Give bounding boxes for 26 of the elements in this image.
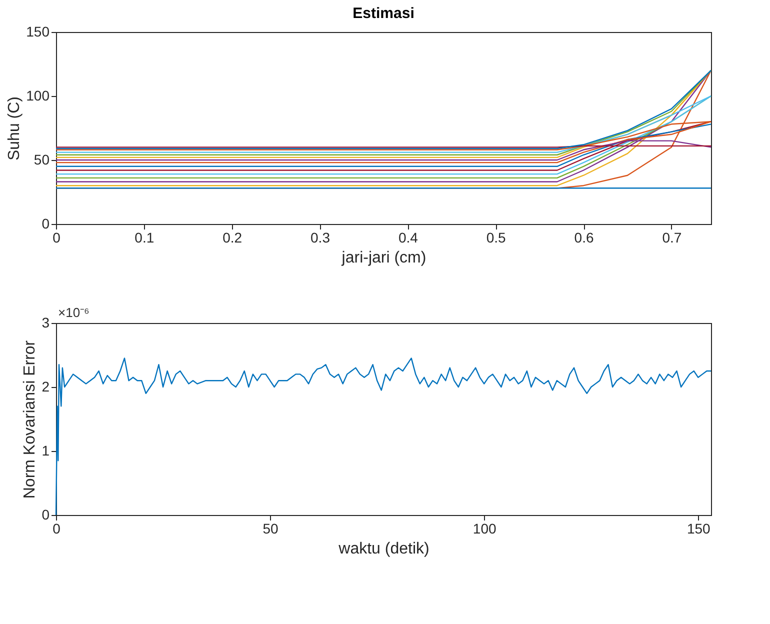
x-axis-title: jari-jari (cm) bbox=[340, 250, 426, 266]
x-tick-label: 0.2 bbox=[222, 230, 242, 246]
y-tick-label: 0 bbox=[42, 506, 50, 522]
x-tick-label: 100 bbox=[472, 520, 496, 536]
y-tick-label: 2 bbox=[42, 378, 50, 394]
chart-title: Estimasi bbox=[352, 5, 414, 22]
y-axis-title: Suhu (C) bbox=[6, 96, 24, 161]
x-tick-label: 0.7 bbox=[662, 230, 682, 246]
x-tick-label: 0.3 bbox=[310, 230, 330, 246]
x-tick-label: 0.5 bbox=[486, 230, 506, 246]
text: ×10⁻⁶ bbox=[58, 305, 90, 320]
x-tick-label: 0.4 bbox=[398, 230, 418, 246]
x-tick-label: 0.6 bbox=[574, 230, 594, 246]
y-tick-label: 100 bbox=[26, 88, 50, 104]
x-tick-label: 150 bbox=[686, 520, 711, 536]
x-tick-label: 50 bbox=[262, 520, 279, 536]
x-tick-label: 0 bbox=[52, 520, 61, 536]
y-tick-label: 150 bbox=[26, 24, 50, 40]
y-tick-label: 3 bbox=[42, 314, 50, 330]
x-tick-label: 0.1 bbox=[134, 230, 154, 246]
y-tick-label: 0 bbox=[42, 216, 50, 232]
x-axis-title: waktu (detik) bbox=[338, 540, 430, 558]
x-tick-label: 0 bbox=[52, 230, 61, 246]
y-tick-label: 1 bbox=[42, 442, 50, 458]
y-tick-label: 50 bbox=[34, 152, 50, 168]
y-axis-title: Norm Kovariansi Error bbox=[22, 340, 39, 499]
